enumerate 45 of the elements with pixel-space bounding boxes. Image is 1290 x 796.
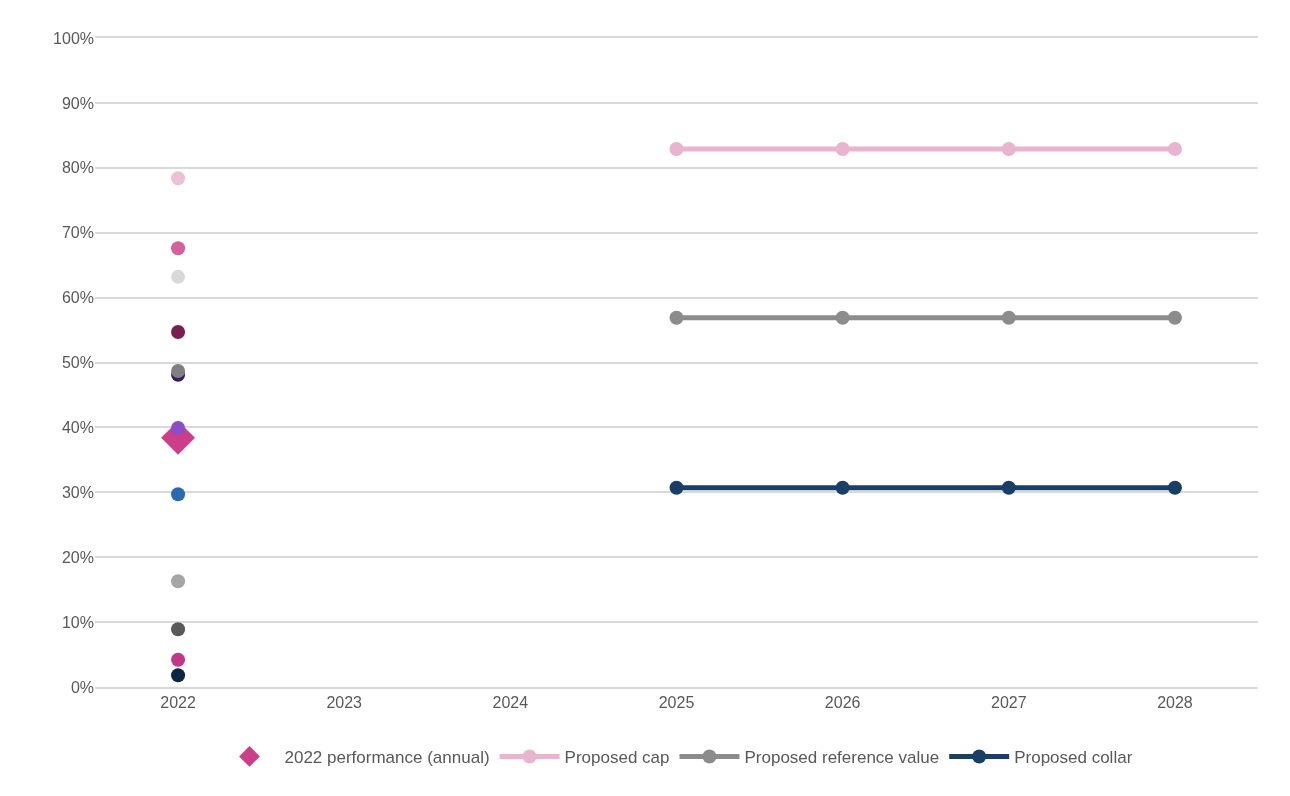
y-tick-label: 10%	[61, 613, 94, 631]
y-tick-label: 100%	[53, 29, 94, 47]
point	[171, 668, 186, 683]
point	[171, 652, 186, 667]
point	[835, 141, 850, 156]
x-tick-label: 2028	[1157, 694, 1193, 712]
x-tick-label: 2022	[160, 694, 196, 712]
y-tick-label: 70%	[61, 224, 94, 242]
point	[171, 269, 186, 284]
y-tick-label: 40%	[61, 419, 94, 436]
point	[1001, 141, 1016, 156]
point	[669, 141, 684, 156]
point	[171, 171, 186, 186]
legend-label: 2022 performance (annual)	[284, 748, 490, 768]
x-tick-label: 2026	[824, 694, 861, 712]
point	[835, 310, 850, 325]
point	[171, 574, 186, 589]
x-tick-label: 2027	[990, 694, 1027, 712]
point	[171, 241, 186, 256]
legend-label: Proposed reference value	[744, 748, 940, 768]
point	[171, 622, 186, 637]
y-tick-label: 90%	[61, 94, 94, 112]
point	[669, 310, 684, 325]
point	[171, 363, 186, 378]
y-tick-label: 60%	[61, 289, 94, 307]
point	[1167, 141, 1182, 156]
y-tick-label: 80%	[61, 159, 94, 177]
x-tick-label: 2025	[658, 694, 695, 712]
x-tick-label: 2024	[492, 694, 529, 712]
point	[1001, 310, 1016, 325]
y-tick-label: 50%	[61, 354, 94, 372]
point	[171, 421, 186, 436]
point	[1001, 480, 1016, 495]
legend-label: Proposed collar	[1014, 748, 1133, 768]
point	[171, 325, 186, 339]
y-tick-label: 20%	[61, 548, 94, 566]
point	[835, 480, 850, 495]
point	[669, 480, 684, 495]
y-tick-label: 0%	[70, 678, 94, 696]
y-tick-label: 30%	[61, 483, 94, 501]
point	[1167, 480, 1182, 495]
x-tick-label: 2023	[326, 694, 363, 712]
legend-label: Proposed cap	[564, 748, 670, 768]
point	[1167, 310, 1182, 325]
point	[171, 487, 186, 502]
